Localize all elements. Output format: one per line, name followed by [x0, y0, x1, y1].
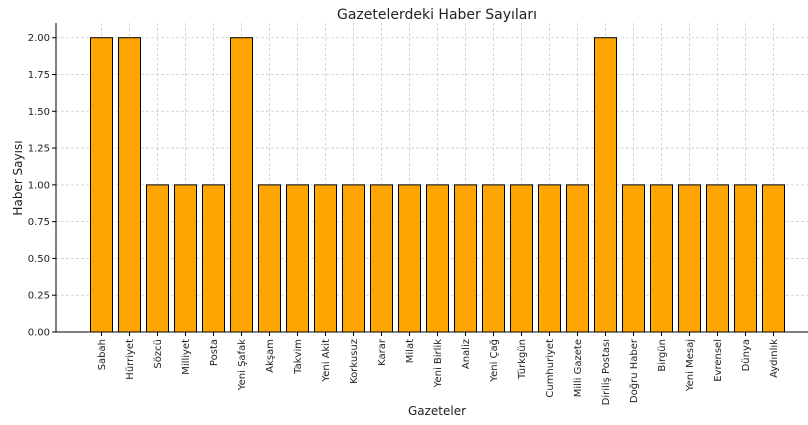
bar: [734, 184, 757, 333]
x-tick-label: Yeni Şafak: [237, 339, 248, 391]
bar: [230, 37, 253, 333]
bar: [650, 184, 673, 333]
bar: [622, 184, 645, 333]
y-tick-label: 2.00: [28, 33, 50, 44]
x-tick-label: Hürriyet: [125, 339, 136, 380]
x-tick-label: Türkgün: [517, 339, 528, 380]
bar: [426, 184, 449, 333]
x-tick-label: Posta: [209, 339, 220, 366]
y-axis-label: Haber Sayısı: [11, 140, 25, 215]
y-tick-label: 0.25: [28, 291, 50, 302]
y-tick-label: 1.50: [28, 107, 50, 118]
x-tick-label: Yeni Çağ: [488, 339, 500, 383]
x-tick-label: Sözcü: [153, 339, 164, 369]
x-tick-label: Aydınlık: [769, 339, 780, 378]
x-tick-label: Milliyet: [181, 339, 192, 375]
x-tick-label: Diriliş Postası: [601, 339, 612, 405]
x-tick-label: Milat: [405, 339, 416, 363]
bar: [258, 184, 281, 333]
bar: [118, 37, 141, 333]
x-tick-label: Akşam: [265, 339, 276, 373]
x-tick-label: Milli Gazete: [573, 339, 584, 397]
bars-layer: [90, 37, 785, 333]
y-tick-label: 0.00: [28, 328, 50, 339]
y-tick-label: 1.00: [28, 180, 50, 191]
x-tick-label: Yeni Mesaj: [685, 339, 696, 392]
bar: [706, 184, 729, 333]
x-tick-label: Analiz: [461, 339, 472, 369]
bar: [538, 184, 561, 333]
bar: [454, 184, 477, 333]
bar: [202, 184, 225, 333]
x-axis-label: Gazeteler: [408, 404, 466, 418]
bar: [762, 184, 785, 333]
bar: [314, 184, 337, 333]
y-tick-label: 0.75: [28, 217, 50, 228]
chart-title: Gazetelerdeki Haber Sayıları: [337, 7, 537, 23]
bar: [174, 184, 197, 333]
y-tick-label: 1.75: [28, 70, 50, 81]
ticks-layer: 0.00 0.25 0.50 0.75 1.00 1.25 1.50 1.75 2.00 Saba…: [28, 33, 780, 405]
x-tick-label: Sabah: [97, 339, 108, 370]
bar: [370, 184, 393, 333]
x-tick-label: Karar: [377, 338, 388, 366]
x-tick-label: Cumhuriyet: [545, 339, 556, 398]
bar: [146, 184, 169, 333]
x-tick-label: Dünya: [741, 339, 752, 371]
bar: [482, 184, 505, 333]
bar: [678, 184, 701, 333]
x-tick-label: Korkusuz: [349, 339, 360, 384]
bar: [594, 37, 617, 333]
x-tick-label: Yeni Akit: [321, 339, 332, 383]
x-tick-label: Takvim: [293, 339, 304, 375]
x-tick-label: Yeni Birlik: [433, 339, 444, 389]
bar: [510, 184, 533, 333]
x-tick-label: Evrensel: [713, 339, 724, 382]
bar: [90, 37, 113, 333]
bar: [286, 184, 309, 333]
y-tick-label: 1.25: [28, 144, 50, 155]
x-tick-label: Doğru Haber: [628, 338, 640, 403]
bar: [342, 184, 365, 333]
bar: [566, 184, 589, 333]
x-tick-label: Birgün: [657, 339, 668, 372]
bar: [398, 184, 421, 333]
y-tick-label: 0.50: [28, 254, 50, 265]
